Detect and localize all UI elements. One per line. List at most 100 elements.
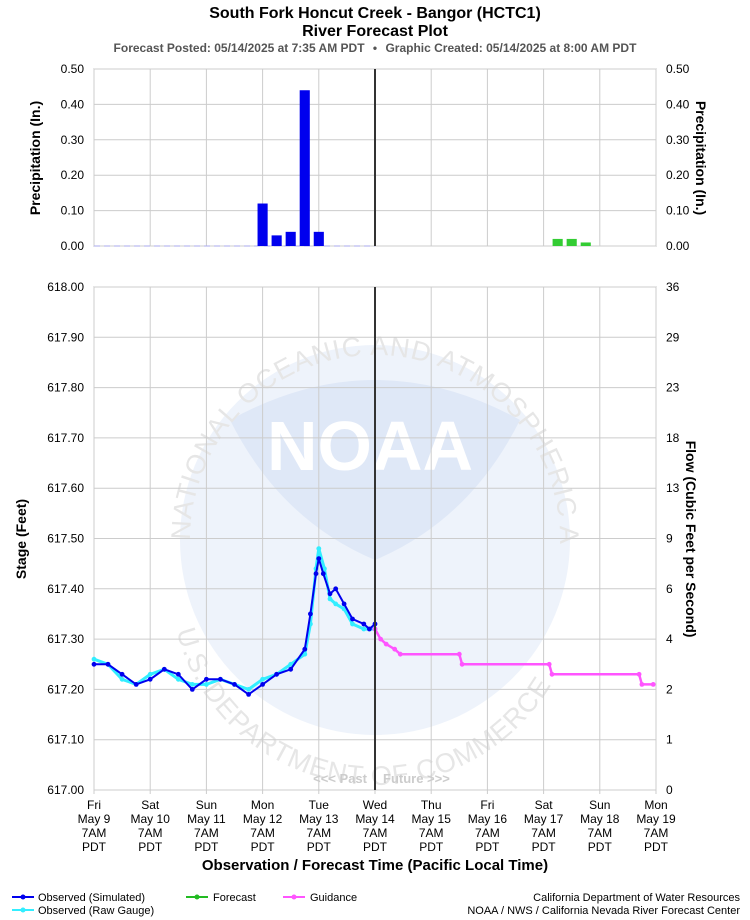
precip-right-axis-title: Precipitation (In.) [693,101,709,215]
flow-tick-label: 1 [666,733,673,747]
precip-left-tick-label: 0.20 [61,168,85,182]
guidance-point [378,636,383,642]
legend-marker-guidance [291,894,297,900]
observed-simulated-point [333,586,339,592]
flow-tick-label: 23 [666,381,680,395]
guidance-point [459,661,465,667]
observed-simulated-point [175,671,181,677]
observed-raw-point [189,682,195,687]
flow-tick-label: 36 [666,280,680,294]
observed-simulated-point [308,611,313,617]
x-tick-label: PDT [307,840,332,854]
x-tick-label: PDT [475,840,500,854]
observed-raw-point [260,676,265,682]
noaa-watermark: NOAA NATIONAL OCEANIC AND ATMOSPHERIC AD… [0,0,583,791]
observed-simulated-point [320,571,326,577]
x-tick-label: May 10 [131,812,171,826]
precip-left-tick-label: 0.10 [61,204,85,218]
x-tick-label: 7AM [419,826,444,840]
observed-raw-point [119,676,125,682]
flow-tick-label: 2 [666,682,673,696]
x-tick-label: PDT [532,840,557,854]
observed-raw-point [361,626,367,632]
observed-simulated-point [341,601,347,607]
observed-raw-point [91,656,97,662]
legend: Observed (Simulated) Observed (Raw Gauge… [12,892,357,917]
legend-marker-observed-sim [20,894,26,900]
x-tick-label: May 12 [243,812,283,826]
stage-tick-label: 617.00 [47,783,84,797]
guidance-point [383,641,389,647]
observed-simulated-point [218,676,223,682]
stage-tick-label: 617.10 [47,733,84,747]
precip-observed-bar [285,231,296,246]
precip-right-tick-label: 0.00 [666,239,690,253]
x-tick-label: 7AM [250,826,275,840]
observed-simulated-point [313,571,319,577]
guidance-point [650,682,656,687]
precip-left-tick-label: 0.00 [61,239,85,253]
posted-text: Forecast Posted: 05/14/2025 at 7:35 AM P… [114,41,366,55]
stage-tick-label: 617.90 [47,330,84,344]
stage-tick-label: 617.30 [47,632,84,646]
x-tick-label: PDT [363,840,388,854]
x-axis-title: Observation / Forecast Time (Pacific Loc… [202,857,548,874]
legend-guidance: Guidance [310,892,357,904]
x-tick-label: 7AM [587,826,612,840]
flow-right-axis-title: Flow (Cubic Feet per Second) [683,441,699,638]
stage-left-axis-title: Stage (Feet) [13,499,29,579]
flow-tick-label: 9 [666,532,673,546]
noaa-logo-text: NOAA [267,407,473,485]
x-tick-label: PDT [644,840,669,854]
x-tick-label: 7AM [475,826,500,840]
observed-raw-point [316,546,322,551]
precip-left-tick-label: 0.30 [61,133,85,147]
flow-tick-label: 0 [666,783,673,797]
observed-simulated-point [161,666,167,672]
precip-left-tick-label: 0.50 [61,62,85,76]
observed-simulated-point [327,591,333,597]
guidance-point [639,682,645,687]
x-tick-label: May 11 [187,812,226,826]
precip-left-axis-title: Precipitation (In.) [27,101,43,215]
precip-observed-bar [271,235,282,246]
observed-raw-point [204,682,209,687]
observed-raw-point [246,687,252,692]
future-label: Future >>> [383,771,450,786]
precip-forecast-bar [566,238,577,246]
guidance-point [546,661,552,667]
observed-simulated-point [274,671,279,677]
x-tick-label: 7AM [363,826,388,840]
observed-simulated-point [119,671,125,677]
x-tick-label: PDT [419,840,444,854]
legend-marker-forecast [194,894,200,900]
observed-simulated-point [246,692,252,697]
observed-raw-point [288,661,294,667]
precip-forecast-bar [552,238,563,246]
observed-simulated-point [232,682,237,687]
x-tick-label: Tue [309,798,330,812]
stage-tick-label: 617.60 [47,481,84,495]
flow-tick-label: 6 [666,582,673,596]
x-tick-label: Sun [589,798,610,812]
observed-raw-point [350,621,355,627]
x-tick-label: Wed [363,798,387,812]
observed-raw-point [333,601,339,607]
precip-right-tick-label: 0.20 [666,168,690,182]
legend-observed-raw: Observed (Raw Gauge) [38,905,154,917]
precip-right-tick-label: 0.10 [666,204,690,218]
precip-left-tick-label: 0.40 [61,97,85,111]
guidance-point [392,646,398,652]
x-tick-label: Sat [141,798,160,812]
precipitation-panel: 0.00 0.00 0.10 0.10 0.20 0.20 0.30 0.30 0.40 0.40… [61,62,690,253]
stage-tick-label: 617.40 [47,582,84,596]
guidance-point [456,651,462,657]
legend-marker-observed-raw [20,907,26,913]
x-tick-label: Sun [196,798,217,812]
stage-panel: 617.00 0 617.10 1 617.20 2 617.30 4 617.40 6 617.5… [47,280,679,854]
x-tick-label: May 9 [78,812,111,826]
observed-simulated-point [350,616,355,622]
observed-simulated-point [133,682,139,687]
observed-simulated-point [91,661,97,667]
x-tick-label: May 19 [636,812,676,826]
